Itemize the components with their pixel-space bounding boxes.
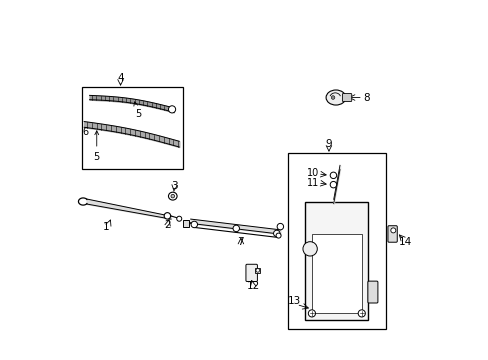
Circle shape [276,233,281,238]
Circle shape [164,213,170,219]
Text: 1: 1 [103,222,109,232]
Bar [183,220,189,227]
Circle shape [176,216,182,221]
Bar [311,234,361,313]
Text: 6: 6 [82,127,88,136]
Circle shape [357,310,365,317]
FancyBboxPatch shape [387,226,396,242]
Text: 10: 10 [306,168,319,178]
Ellipse shape [171,194,174,198]
Text: 5: 5 [93,131,100,162]
Circle shape [273,230,280,237]
FancyBboxPatch shape [367,281,377,303]
Text: 13: 13 [287,296,300,306]
FancyBboxPatch shape [245,264,257,282]
Ellipse shape [168,192,177,200]
Circle shape [329,172,336,179]
Text: 12: 12 [246,281,259,291]
Text: 3: 3 [171,181,178,191]
Text: 5: 5 [134,102,141,119]
Circle shape [303,242,317,256]
Circle shape [255,269,259,272]
Circle shape [277,224,283,230]
Text: 2: 2 [164,220,170,230]
Circle shape [329,181,336,188]
FancyBboxPatch shape [305,202,367,320]
Text: 9: 9 [325,139,331,149]
Text: 4: 4 [117,73,123,83]
Text: 7: 7 [237,237,244,247]
Circle shape [168,106,175,113]
Bar [82,87,183,169]
Bar [287,153,386,329]
Text: 14: 14 [398,237,411,247]
Text: 8: 8 [363,93,369,103]
Text: 11: 11 [306,177,319,188]
Ellipse shape [325,90,345,105]
Circle shape [390,228,395,233]
FancyBboxPatch shape [342,94,351,102]
Circle shape [233,225,239,231]
Circle shape [191,221,197,228]
Circle shape [330,96,334,99]
Bar [255,268,260,273]
Circle shape [308,310,315,317]
